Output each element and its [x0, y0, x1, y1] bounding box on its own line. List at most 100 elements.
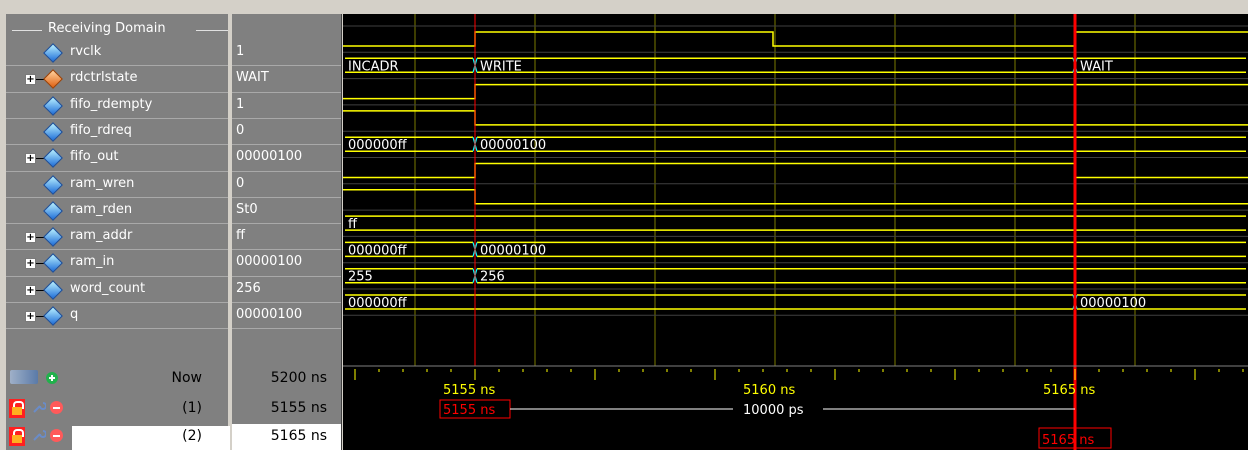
row-separator — [6, 196, 230, 198]
bus-label-ram_in: 00000100 — [480, 243, 546, 258]
cursor-1-row-name[interactable]: (1) — [6, 396, 230, 422]
row-separator — [232, 196, 341, 198]
wave-fifo-rdempty — [343, 83, 1248, 100]
group-label: Receiving Domain — [44, 21, 170, 36]
bus-word_count — [345, 267, 473, 284]
diamond-blue-icon — [43, 253, 63, 274]
signal-value-fifo_out: 00000100 — [236, 149, 303, 165]
expand-icon[interactable]: + — [25, 232, 36, 244]
tree-connector — [36, 289, 44, 291]
signal-value-rvclk: 1 — [236, 44, 245, 59]
bus-word_count — [477, 267, 1246, 284]
expand-icon[interactable]: + — [25, 74, 36, 86]
diamond-blue-icon — [43, 121, 63, 142]
row-separator — [6, 302, 230, 303]
name-value-splitter[interactable] — [228, 0, 232, 450]
signal-value-fifo_rdempty: 1 — [236, 96, 245, 112]
signal-value-ram_addr: ff — [236, 228, 245, 244]
waveform-pane[interactable]: INCADR WRITE WAIT 000000ff 00000100 ff 000000f… — [343, 14, 1248, 450]
waveform-canvas[interactable]: INCADR WRITE WAIT 000000ff 00000100 ff 000000f… — [343, 14, 1248, 450]
signal-row-fifo_rdreq[interactable]: fifo_rdreq — [6, 119, 230, 145]
row-separator — [232, 117, 341, 119]
signal-values-pane[interactable]: 1 WAIT 1 0 00000100 0 St0 ff 00000100 256 00000100 — [232, 14, 341, 450]
signal-row-rdctrlstate[interactable]: + rdctrlstate — [6, 66, 230, 92]
cursor-delta: 10000 ps — [743, 403, 804, 418]
row-separator — [232, 223, 341, 225]
bus-ram_addr — [345, 215, 1246, 231]
lock-icon[interactable] — [9, 427, 25, 446]
row-separator — [6, 275, 230, 277]
signal-row-ram_rden[interactable]: ram_rden — [6, 198, 230, 224]
bus-rdctrlstate — [345, 57, 473, 74]
row-separator — [6, 91, 230, 93]
wave-rvclk — [343, 31, 1248, 47]
lock-icon[interactable] — [9, 399, 25, 418]
cursor-1-marker: 5155 ns — [443, 403, 495, 418]
bus-fifo_out — [345, 136, 473, 152]
signal-name: ram_addr — [70, 228, 133, 244]
signal-name: rdctrlstate — [70, 70, 138, 86]
diamond-blue-icon — [43, 200, 63, 221]
signal-value-fifo_rdreq: 0 — [236, 122, 245, 138]
signal-row-fifo_out[interactable]: + fifo_out — [6, 145, 230, 171]
wrench-icon[interactable] — [32, 428, 46, 442]
signal-row-ram_wren[interactable]: ram_wren — [6, 172, 230, 198]
now-toolbar-icons[interactable] — [10, 370, 38, 384]
diamond-blue-icon — [43, 148, 63, 169]
expand-icon[interactable]: + — [25, 153, 36, 165]
group-header[interactable]: Receiving Domain — [12, 20, 230, 40]
bus-label-word_count: 255 — [348, 270, 373, 285]
signal-value-rdctrlstate: WAIT — [236, 70, 269, 86]
row-separator — [6, 65, 230, 67]
diamond-blue-icon — [43, 174, 63, 195]
diamond-blue-icon — [43, 43, 63, 63]
signal-row-fifo_rdempty[interactable]: fifo_rdempty — [6, 93, 230, 119]
timeline-label: 5165 ns — [1043, 383, 1095, 398]
delete-cursor-icon[interactable] — [50, 429, 63, 442]
timeline-label: 5155 ns — [443, 383, 495, 398]
signal-name: word_count — [70, 280, 146, 296]
signal-row-q[interactable]: + q — [6, 303, 230, 329]
add-cursor-icon[interactable] — [46, 372, 58, 384]
bus-ram_in — [345, 241, 473, 258]
wrench-icon[interactable] — [32, 400, 46, 414]
now-value: 5200 ns — [270, 370, 327, 386]
group-line-right — [196, 30, 228, 31]
row-separator — [6, 223, 230, 225]
now-row-name: Now — [6, 366, 230, 392]
expand-icon[interactable]: + — [25, 284, 36, 296]
cursor-2-label: (2) — [182, 428, 202, 444]
signal-names-pane[interactable]: Receiving Domain rvclk + rdctrlstate fifo_r… — [6, 14, 230, 450]
signal-row-ram_in[interactable]: + ram_in — [6, 250, 230, 276]
cursor-2-marker-box — [1038, 427, 1112, 449]
cursor-1-value: 5155 ns — [270, 400, 327, 416]
cursor-2-row-name[interactable]: (2) — [6, 424, 230, 450]
expand-icon[interactable]: + — [25, 311, 36, 322]
diamond-blue-icon — [43, 227, 63, 247]
signal-value-ram_wren: 0 — [236, 175, 245, 191]
signal-row-word_count[interactable]: + word_count — [6, 277, 230, 303]
delete-cursor-icon[interactable] — [50, 401, 63, 414]
row-separator — [232, 65, 341, 67]
cursor-1-value-cell: 5155 ns — [232, 396, 341, 422]
expand-icon[interactable]: + — [25, 258, 36, 270]
signal-name: fifo_out — [70, 149, 119, 165]
window-top-edge — [0, 0, 1248, 14]
cursor-2-value-cell: 5165 ns — [232, 424, 341, 450]
signal-name: fifo_rdreq — [70, 122, 132, 138]
now-value-cell: 5200 ns — [232, 366, 341, 392]
bus-label-q: 000000ff — [348, 296, 408, 311]
signal-name: ram_in — [70, 254, 115, 270]
signal-row-rvclk[interactable]: rvclk — [6, 40, 230, 66]
signal-row-ram_addr[interactable]: + ram_addr — [6, 224, 230, 250]
bus-rdctrlstate — [477, 57, 1073, 74]
signal-name: ram_rden — [70, 201, 133, 217]
tree-connector — [36, 237, 44, 239]
row-separator — [232, 302, 341, 303]
splitter-shadow-2 — [341, 14, 342, 450]
row-separator — [6, 144, 230, 146]
row-separator — [6, 170, 230, 172]
diamond-orange-icon — [43, 69, 63, 90]
signal-name: fifo_rdempty — [70, 96, 153, 112]
